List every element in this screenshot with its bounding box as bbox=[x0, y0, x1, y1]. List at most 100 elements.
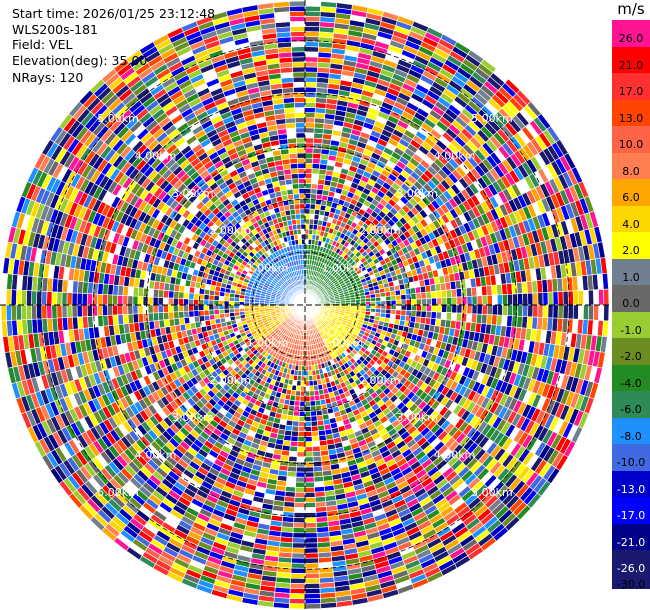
velocity-bin bbox=[107, 294, 114, 306]
velocity-bin bbox=[450, 312, 458, 322]
velocity-bin bbox=[311, 163, 321, 170]
velocity-bin bbox=[167, 297, 174, 306]
velocity-bin bbox=[127, 295, 134, 306]
velocity-bin bbox=[293, 512, 306, 519]
velocity-bin bbox=[304, 375, 310, 382]
velocity-bin bbox=[304, 188, 312, 194]
velocity-bin bbox=[188, 304, 194, 312]
velocity-bin bbox=[308, 380, 314, 387]
velocity-bin bbox=[243, 304, 250, 309]
velocity-bin bbox=[304, 132, 315, 139]
velocity-bin bbox=[307, 365, 313, 372]
velocity-bin bbox=[310, 183, 319, 190]
velocity-bin bbox=[304, 471, 315, 478]
velocity-bin bbox=[152, 304, 159, 314]
velocity-bin bbox=[288, 147, 298, 155]
velocity-bin bbox=[395, 294, 402, 301]
velocity-bin bbox=[445, 312, 453, 321]
velocity-bin bbox=[297, 162, 306, 169]
velocity-bin bbox=[172, 304, 179, 313]
velocity-bin bbox=[455, 288, 463, 298]
velocity-bin bbox=[365, 297, 372, 303]
velocity-bin bbox=[203, 299, 210, 306]
velocity-bin bbox=[476, 304, 483, 315]
velocity-bin bbox=[420, 291, 427, 300]
velocity-bin bbox=[312, 147, 322, 155]
velocity-bin bbox=[304, 491, 316, 498]
velocity-bin bbox=[304, 208, 311, 215]
velocity-bin bbox=[309, 203, 316, 210]
velocity-bin bbox=[456, 304, 463, 314]
velocity-bin bbox=[132, 304, 139, 315]
velocity-bin bbox=[299, 395, 306, 402]
velocity-bin bbox=[304, 172, 313, 179]
velocity-bin bbox=[296, 223, 302, 230]
velocity-bin bbox=[466, 304, 473, 315]
velocity-bin bbox=[301, 243, 306, 250]
velocity-bin bbox=[173, 290, 180, 299]
velocity-bin bbox=[294, 400, 301, 407]
velocity-bin bbox=[304, 228, 310, 235]
velocity-bin bbox=[491, 294, 498, 306]
velocity-bin bbox=[233, 308, 240, 313]
velocity-bin bbox=[436, 304, 443, 313]
velocity-bin bbox=[451, 304, 458, 314]
velocity-bin bbox=[375, 300, 382, 306]
velocity-bin bbox=[431, 297, 438, 306]
velocity-bin bbox=[289, 157, 298, 165]
velocity-bin bbox=[193, 310, 200, 317]
velocity-bin bbox=[304, 142, 314, 149]
velocity-bin bbox=[304, 102, 316, 108]
velocity-bin bbox=[300, 385, 306, 392]
velocity-bin bbox=[178, 298, 184, 306]
velocity-bin bbox=[308, 375, 314, 382]
velocity-bin bbox=[296, 456, 306, 463]
velocity-bin bbox=[390, 304, 397, 311]
velocity-bin bbox=[203, 304, 210, 311]
velocity-bin bbox=[421, 298, 427, 306]
velocity-bin bbox=[455, 312, 463, 322]
velocity-bin bbox=[213, 299, 220, 306]
velocity-bin bbox=[137, 304, 144, 315]
velocity-bin bbox=[304, 152, 314, 159]
velocity-bin bbox=[238, 304, 245, 309]
velocity-bin bbox=[293, 410, 300, 417]
velocity-bin bbox=[289, 440, 299, 447]
velocity-bin bbox=[296, 152, 306, 159]
velocity-bin bbox=[304, 461, 314, 468]
velocity-bin bbox=[299, 213, 306, 220]
velocity-bin bbox=[291, 425, 299, 432]
velocity-bin bbox=[360, 301, 367, 306]
velocity-bin bbox=[304, 446, 314, 453]
velocity-bin bbox=[440, 311, 447, 321]
velocity-bin bbox=[304, 436, 313, 443]
velocity-bin bbox=[157, 304, 164, 314]
velocity-bin bbox=[294, 502, 306, 508]
velocity-bin bbox=[208, 299, 215, 306]
velocity-bin bbox=[304, 96, 317, 103]
velocity-bin bbox=[304, 466, 315, 473]
velocity-bin bbox=[117, 304, 124, 316]
velocity-bin bbox=[304, 380, 310, 387]
velocity-bin bbox=[425, 291, 432, 299]
velocity-bin bbox=[295, 481, 306, 488]
velocity-bin bbox=[300, 370, 306, 377]
velocity-bin bbox=[299, 203, 306, 210]
velocity-bin bbox=[218, 308, 225, 315]
velocity-bin bbox=[365, 301, 372, 306]
velocity-bin bbox=[289, 163, 299, 170]
velocity-bin bbox=[512, 293, 519, 306]
velocity-bin bbox=[297, 436, 306, 443]
velocity-bin bbox=[208, 294, 215, 301]
velocity-bin bbox=[390, 309, 397, 315]
velocity-bin bbox=[168, 290, 175, 299]
velocity-bin bbox=[228, 308, 235, 314]
velocity-bin bbox=[213, 313, 221, 320]
velocity-bin bbox=[304, 476, 315, 483]
velocity-bin bbox=[385, 300, 392, 306]
velocity-bin bbox=[228, 300, 235, 306]
velocity-bin bbox=[223, 300, 230, 306]
velocity-bin bbox=[507, 293, 514, 306]
velocity-bin bbox=[299, 208, 306, 215]
